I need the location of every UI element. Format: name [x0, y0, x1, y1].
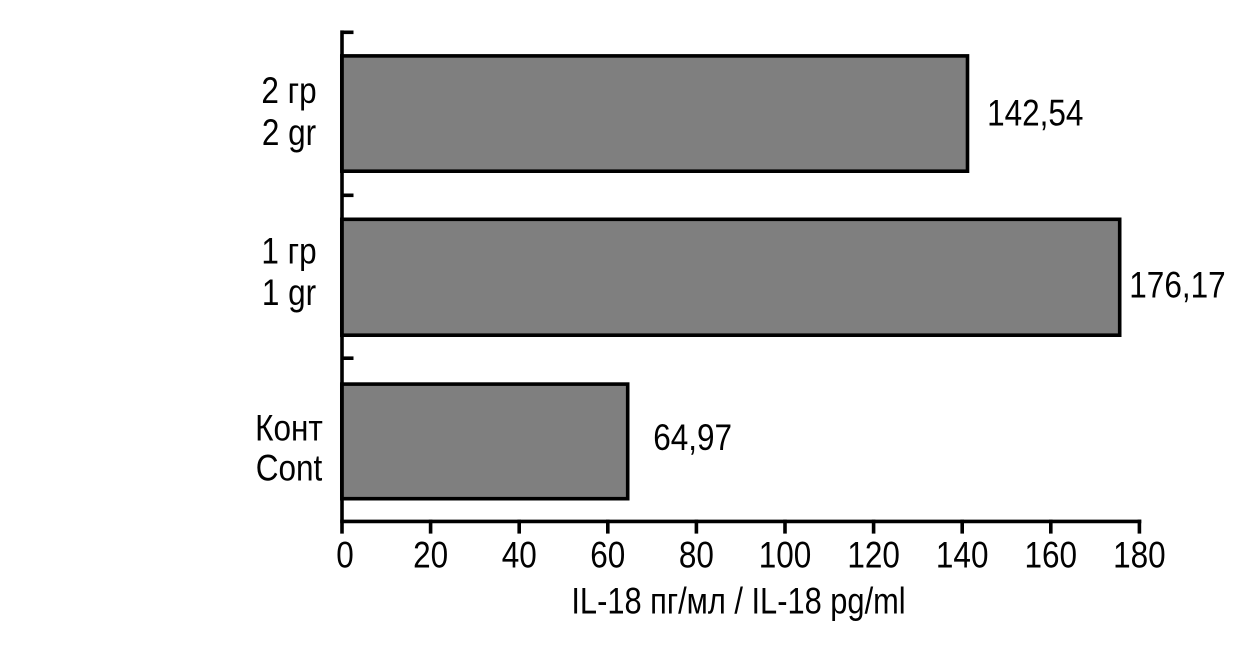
svg-text:IL-18 пг/мл / IL-18 pg/ml: IL-18 пг/мл / IL-18 pg/ml: [571, 581, 905, 623]
svg-text:140: 140: [936, 535, 989, 576]
svg-text:Конт: Конт: [255, 408, 323, 449]
svg-text:1 gr: 1 gr: [262, 273, 316, 314]
svg-text:142,54: 142,54: [987, 93, 1083, 134]
svg-text:2 гр: 2 гр: [261, 71, 316, 112]
svg-text:100: 100: [759, 535, 812, 576]
svg-text:2 gr: 2 gr: [262, 112, 316, 153]
svg-text:176,17: 176,17: [1129, 265, 1225, 306]
svg-text:64,97: 64,97: [653, 418, 732, 459]
svg-text:160: 160: [1025, 535, 1078, 576]
svg-text:0: 0: [336, 535, 354, 576]
svg-text:120: 120: [847, 535, 900, 576]
svg-text:80: 80: [679, 535, 714, 576]
svg-text:180: 180: [1113, 535, 1166, 576]
svg-text:Cont: Cont: [256, 448, 323, 489]
svg-text:1 гр: 1 гр: [261, 231, 316, 272]
svg-text:60: 60: [590, 535, 625, 576]
svg-text:20: 20: [413, 535, 448, 576]
svg-text:40: 40: [502, 535, 537, 576]
